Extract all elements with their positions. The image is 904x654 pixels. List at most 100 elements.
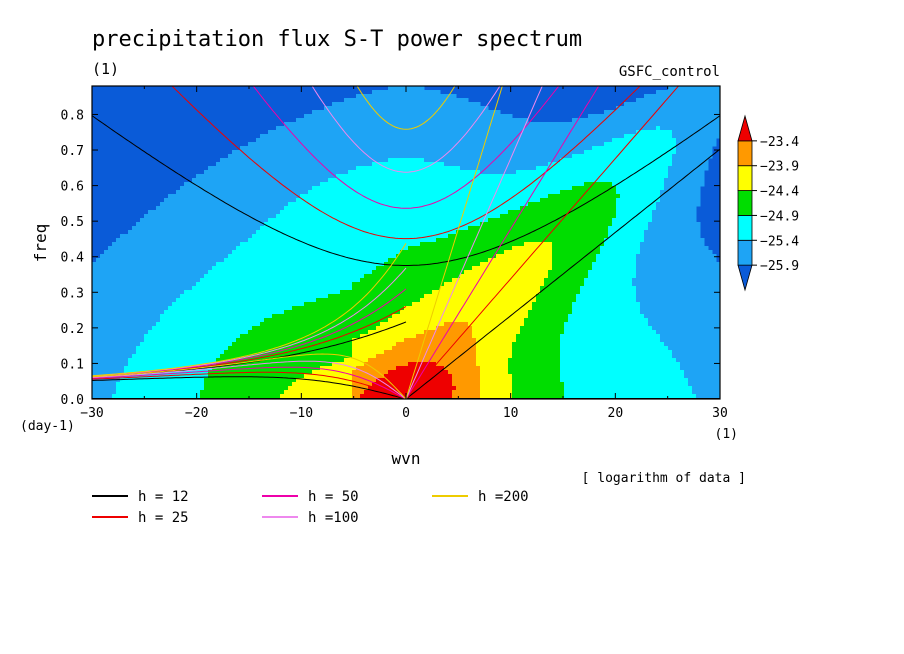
contour-cell [324, 270, 329, 275]
contour-cell [340, 210, 345, 215]
contour-cell [128, 262, 133, 267]
contour-cell [240, 266, 245, 271]
contour-cell [160, 222, 165, 227]
contour-cell [404, 330, 409, 335]
contour-cell [236, 230, 241, 235]
contour-cell [152, 278, 157, 283]
contour-cell [220, 342, 225, 347]
contour-cell [388, 126, 393, 131]
contour-cell [96, 366, 101, 371]
contour-cell [252, 214, 257, 219]
contour-cell [400, 346, 405, 351]
contour-cell [396, 162, 401, 167]
contour-cell [392, 378, 397, 383]
contour-cell [116, 242, 121, 247]
contour-cell [116, 302, 121, 307]
contour-cell [240, 390, 245, 395]
contour-cell [152, 246, 157, 251]
contour-cell [128, 358, 133, 363]
contour-cell [308, 118, 313, 123]
contour-cell [256, 266, 261, 271]
contour-cell [220, 358, 225, 363]
contour-cell [160, 278, 165, 283]
contour-cell [368, 186, 373, 191]
contour-cell [200, 266, 205, 271]
contour-cell [304, 386, 309, 391]
contour-cell [364, 330, 369, 335]
contour-cell [252, 254, 257, 259]
contour-cell [272, 290, 277, 295]
contour-cell [176, 278, 181, 283]
contour-cell [200, 346, 205, 351]
contour-cell [188, 322, 193, 327]
contour-cell [364, 226, 369, 231]
contour-cell [364, 218, 369, 223]
contour-cell [280, 386, 285, 391]
contour-cell [264, 186, 269, 191]
contour-cell [380, 126, 385, 131]
contour-cell [352, 210, 357, 215]
contour-cell [380, 174, 385, 179]
contour-cell [368, 110, 373, 115]
contour-cell [408, 294, 413, 299]
contour-cell [252, 286, 257, 291]
contour-cell [392, 306, 397, 311]
contour-cell [220, 394, 225, 399]
contour-cell [116, 394, 121, 399]
contour-cell [160, 298, 165, 303]
contour-cell [304, 286, 309, 291]
contour-cell [348, 142, 353, 147]
contour-cell [208, 218, 213, 223]
contour-cell [332, 310, 337, 315]
contour-cell [344, 338, 349, 343]
contour-cell [200, 222, 205, 227]
contour-cell [180, 310, 185, 315]
contour-cell [124, 370, 129, 375]
contour-cell [360, 354, 365, 359]
contour-cell [404, 294, 409, 299]
contour-cell [280, 154, 285, 159]
contour-cell [256, 142, 261, 147]
contour-cell [176, 386, 181, 391]
contour-cell [380, 250, 385, 255]
contour-cell [204, 246, 209, 251]
contour-cell [396, 378, 401, 383]
contour-cell [316, 230, 321, 235]
contour-cell [252, 170, 257, 175]
contour-cell [136, 318, 141, 323]
contour-cell [192, 354, 197, 359]
contour-cell [228, 154, 233, 159]
contour-cell [404, 290, 409, 295]
contour-cell [280, 194, 285, 199]
contour-cell [328, 366, 333, 371]
contour-cell [356, 214, 361, 219]
contour-cell [272, 130, 277, 135]
contour-cell [220, 306, 225, 311]
contour-cell [184, 298, 189, 303]
contour-cell [168, 238, 173, 243]
contour-cell [396, 226, 401, 231]
contour-cell [156, 294, 161, 299]
contour-cell [200, 262, 205, 267]
contour-cell [172, 298, 177, 303]
contour-cell [288, 310, 293, 315]
contour-cell [108, 350, 113, 355]
contour-cell [236, 214, 241, 219]
contour-cell [228, 302, 233, 307]
contour-cell [340, 102, 345, 107]
contour-cell [308, 226, 313, 231]
contour-cell [164, 210, 169, 215]
contour-cell [336, 226, 341, 231]
contour-cell [308, 230, 313, 235]
contour-cell [168, 294, 173, 299]
contour-cell [284, 198, 289, 203]
contour-cell [236, 154, 241, 159]
contour-cell [216, 258, 221, 263]
contour-cell [240, 366, 245, 371]
contour-cell [276, 210, 281, 215]
contour-cell [300, 218, 305, 223]
contour-cell [220, 166, 225, 171]
contour-cell [380, 218, 385, 223]
contour-cell [316, 334, 321, 339]
contour-cell [284, 210, 289, 215]
